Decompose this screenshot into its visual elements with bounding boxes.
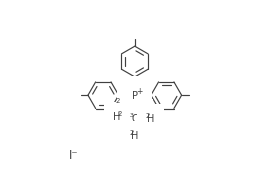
Text: 2: 2	[116, 98, 120, 104]
Text: 2: 2	[129, 130, 133, 135]
Text: P: P	[132, 91, 138, 101]
Text: 2: 2	[117, 111, 122, 116]
Text: 2: 2	[146, 113, 150, 119]
Text: H: H	[130, 131, 138, 141]
Text: I⁻: I⁻	[69, 149, 79, 162]
Text: 13: 13	[127, 113, 134, 118]
Text: H: H	[113, 112, 121, 122]
Text: +: +	[136, 87, 143, 96]
Text: H: H	[146, 114, 154, 124]
Text: C: C	[132, 114, 139, 124]
